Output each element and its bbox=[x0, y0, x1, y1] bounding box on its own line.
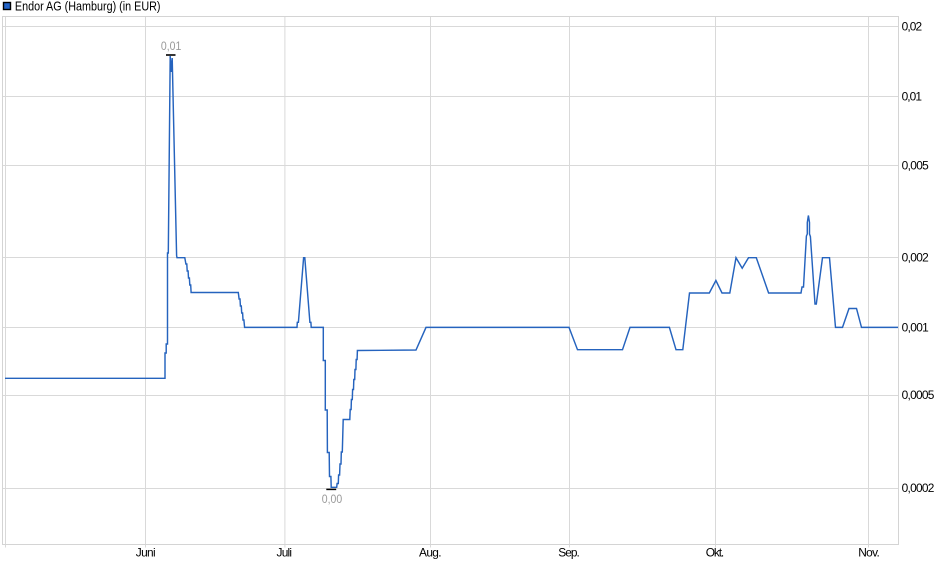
svg-text:Sep.: Sep. bbox=[558, 546, 580, 560]
svg-text:0,02: 0,02 bbox=[902, 19, 923, 33]
svg-text:Aug.: Aug. bbox=[419, 546, 442, 560]
svg-text:Juni: Juni bbox=[136, 546, 156, 560]
svg-text:Nov.: Nov. bbox=[858, 546, 880, 560]
svg-text:0,00: 0,00 bbox=[322, 492, 343, 506]
svg-text:Juli: Juli bbox=[277, 546, 293, 560]
svg-text:0,001: 0,001 bbox=[902, 320, 930, 334]
svg-text:Endor AG (Hamburg) (in EUR): Endor AG (Hamburg) (in EUR) bbox=[15, 0, 161, 14]
svg-text:0,01: 0,01 bbox=[902, 90, 923, 104]
svg-text:0,01: 0,01 bbox=[161, 39, 182, 53]
svg-text:Okt.: Okt. bbox=[706, 546, 724, 560]
svg-text:0,0002: 0,0002 bbox=[902, 481, 935, 495]
svg-text:0,005: 0,005 bbox=[902, 158, 930, 172]
svg-text:0,002: 0,002 bbox=[902, 251, 930, 265]
svg-text:0,0005: 0,0005 bbox=[902, 388, 935, 402]
